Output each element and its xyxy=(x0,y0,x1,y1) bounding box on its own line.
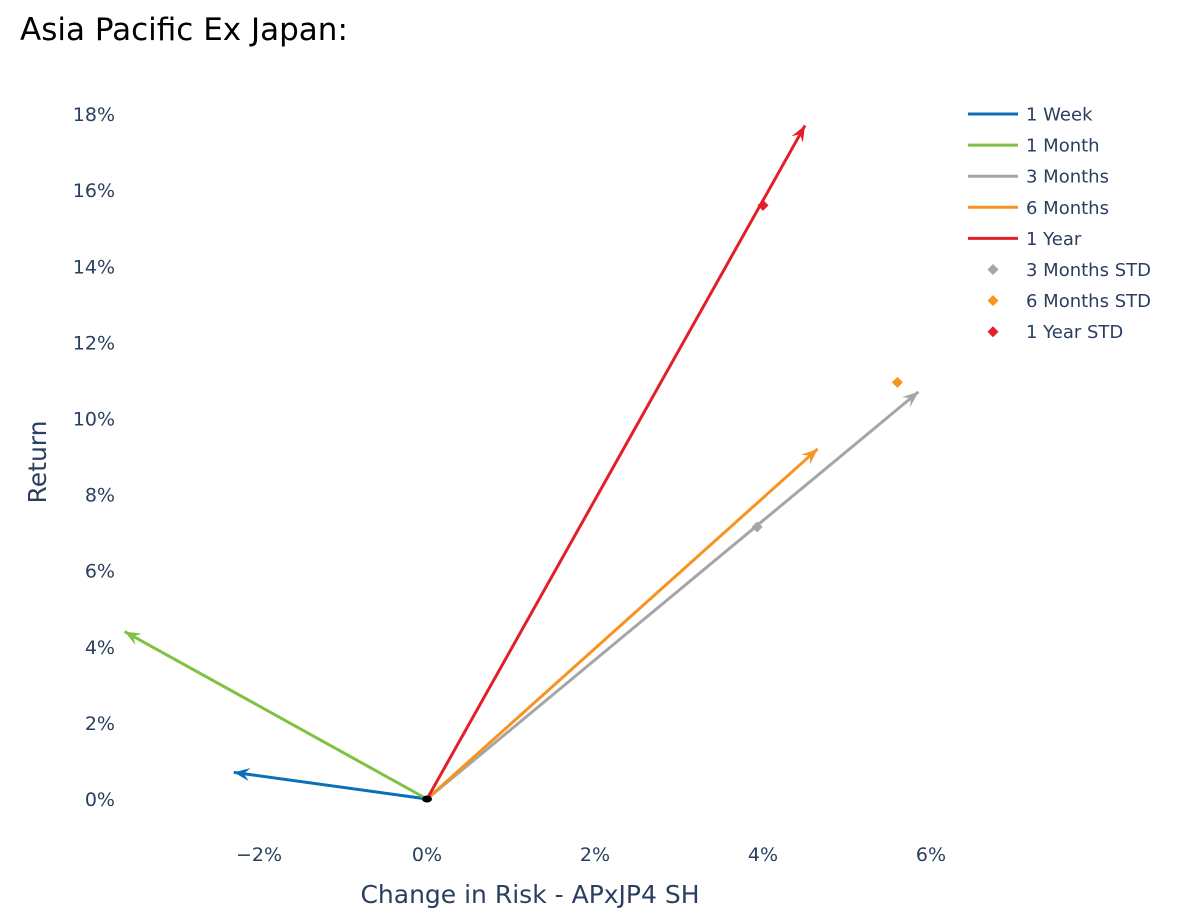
legend-label: 6 Months xyxy=(1026,198,1109,219)
std-marker xyxy=(751,521,763,533)
x-tick-label: −2% xyxy=(236,844,282,866)
y-tick-label: 8% xyxy=(85,485,115,507)
series-line xyxy=(425,124,807,800)
legend-item-1-year: 1 Year xyxy=(968,229,1082,250)
series-6-months-std xyxy=(891,376,903,388)
x-tick-label: 2% xyxy=(580,844,610,866)
legend-label: 1 Year STD xyxy=(1026,322,1123,343)
y-tick-label: 16% xyxy=(73,180,115,202)
y-axis-ticks: 0% 2% 4% 6% 8% 10% 12% 14% 16% 18% xyxy=(73,104,115,811)
legend-swatch xyxy=(987,264,999,275)
y-tick-label: 12% xyxy=(73,332,115,354)
series-6-months xyxy=(425,447,819,801)
y-tick-label: 6% xyxy=(85,561,115,583)
legend-swatch xyxy=(987,326,999,338)
legend-label: 1 Year xyxy=(1026,229,1082,250)
legend-swatch xyxy=(987,295,999,307)
y-tick-label: 0% xyxy=(85,789,115,811)
chart-title: Asia Pacific Ex Japan: xyxy=(20,12,348,48)
arrow-head xyxy=(901,391,919,408)
series-line xyxy=(233,770,428,801)
series-1-week xyxy=(233,768,428,801)
legend-item-6-months-std: 6 Months STD xyxy=(987,291,1151,312)
legend: 1 Week 1 Month 3 Months 6 Months 1 Year 3 Mon… xyxy=(968,105,1151,343)
arrow-head xyxy=(791,125,805,143)
y-tick-label: 10% xyxy=(73,409,115,431)
y-tick-label: 18% xyxy=(73,104,115,126)
std-marker xyxy=(757,199,769,211)
series-1-month xyxy=(123,630,428,801)
x-axis-ticks: −2% 0% 2% 4% 6% xyxy=(236,844,946,866)
series-line xyxy=(123,630,428,801)
legend-item-1-year-std: 1 Year STD xyxy=(987,322,1123,343)
legend-item-3-months-std: 3 Months STD xyxy=(987,260,1151,281)
legend-item-6-months: 6 Months xyxy=(968,198,1109,219)
plot-area xyxy=(123,124,920,803)
legend-label: 6 Months STD xyxy=(1026,291,1151,312)
series-line xyxy=(425,447,819,801)
series-1-year xyxy=(425,124,807,800)
legend-label: 1 Month xyxy=(1026,136,1100,157)
x-axis-title: Change in Risk - APxJP4 SH xyxy=(360,880,699,909)
y-axis-title: Return xyxy=(23,421,52,504)
arrow-head xyxy=(124,631,142,646)
origin-point xyxy=(422,795,432,803)
arrow-head xyxy=(233,768,251,781)
y-tick-label: 2% xyxy=(85,713,115,735)
legend-item-1-week: 1 Week xyxy=(968,105,1093,126)
legend-label: 1 Week xyxy=(1026,105,1093,126)
y-tick-label: 14% xyxy=(73,256,115,278)
legend-item-3-months: 3 Months xyxy=(968,167,1109,188)
series-1-year-std xyxy=(757,199,769,211)
x-tick-label: 6% xyxy=(916,844,946,866)
x-tick-label: 0% xyxy=(412,844,442,866)
series-line xyxy=(426,390,920,801)
series-3-months-std xyxy=(751,521,763,533)
legend-label: 3 Months STD xyxy=(1026,260,1151,281)
arrow-head xyxy=(801,448,818,465)
series-3-months xyxy=(426,390,920,801)
y-tick-label: 4% xyxy=(85,637,115,659)
legend-label: 3 Months xyxy=(1026,167,1109,188)
x-tick-label: 4% xyxy=(748,844,778,866)
legend-item-1-month: 1 Month xyxy=(968,136,1100,157)
std-marker xyxy=(891,376,903,388)
